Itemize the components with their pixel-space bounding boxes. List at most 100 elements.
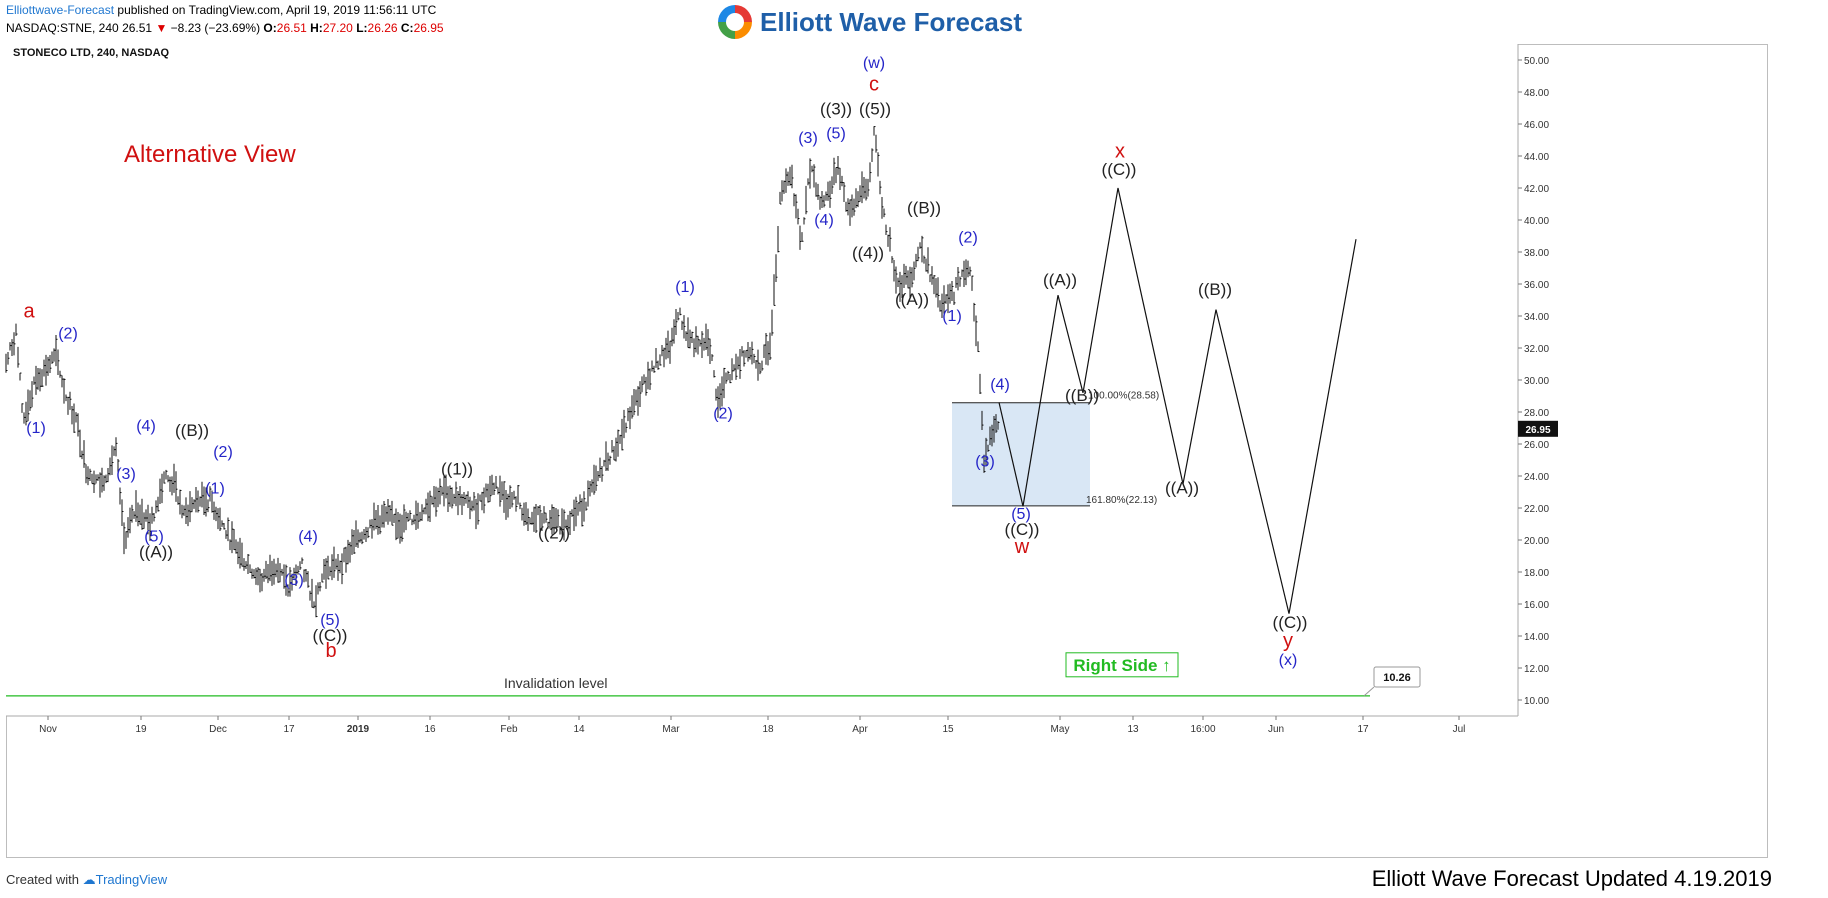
time-axis-label: 16:00: [1190, 724, 1215, 735]
wave-label: (3): [116, 466, 136, 483]
price-axis-label: 44.00: [1524, 152, 1549, 163]
wave-label: (w): [863, 55, 885, 72]
wave-label: (3): [798, 130, 818, 147]
symbol-text: NASDAQ:STNE, 240: [6, 21, 119, 35]
time-axis-label: 2019: [347, 724, 370, 735]
wave-label: (2): [58, 325, 78, 342]
close-value: 26.95: [413, 21, 444, 35]
price-axis-label: 38.00: [1524, 248, 1549, 259]
price-axis-label: 18.00: [1524, 568, 1549, 579]
time-axis-label: Dec: [209, 724, 227, 735]
last-price-box: [1518, 420, 1558, 437]
wave-label: (1): [26, 420, 46, 437]
wave-label: (2): [958, 229, 978, 246]
price-axis-label: 48.00: [1524, 88, 1549, 99]
price-bars: [5, 126, 1000, 618]
chart-title: STONECO LTD, 240, NASDAQ: [13, 47, 170, 59]
price-axis-label: 16.00: [1524, 600, 1549, 611]
chart-subtitle: Alternative View: [124, 141, 296, 168]
price-axis-label: 10.00: [1524, 696, 1549, 707]
wave-label: (4): [298, 529, 318, 546]
last-value: 26.51: [122, 21, 153, 35]
price-axis-label: 36.00: [1524, 280, 1549, 291]
wave-labels: a(1)(2)(3)(4)(5)((A))((B))(2)(1)(3)(4)(5…: [23, 55, 1307, 669]
wave-label: w: [1014, 536, 1030, 558]
wave-label: ((B)): [1065, 386, 1099, 405]
wave-label: ((B)): [175, 421, 209, 440]
publisher-line: Elliottwave-Forecast published on Tradin…: [6, 3, 436, 17]
brand-logo-icon: [718, 5, 752, 39]
time-axis-label: 13: [1127, 724, 1139, 735]
wave-label: (4): [990, 377, 1010, 394]
price-axis-label: 42.00: [1524, 184, 1549, 195]
price-axis-label: 50.00: [1524, 56, 1549, 67]
wave-label: ((A)): [895, 290, 929, 309]
price-axis-label: 46.00: [1524, 120, 1549, 131]
wave-label: ((A)): [1043, 271, 1077, 290]
fib-top-label: 100.00%(28.58): [1088, 391, 1159, 402]
wave-label: ((C)): [1005, 520, 1040, 539]
published-text: published on TradingView.com, April 19, …: [117, 3, 437, 17]
time-axis-label: 19: [135, 724, 147, 735]
wave-label: (2): [213, 444, 233, 461]
wave-label: (1): [675, 279, 695, 296]
footer-credit: Created with ☁TradingView: [6, 872, 167, 888]
time-axis-label: 15: [942, 724, 954, 735]
created-with-text: Created with: [6, 872, 79, 887]
price-axis-label: 30.00: [1524, 376, 1549, 387]
wave-label: (4): [136, 418, 156, 435]
price-axis-label: 28.00: [1524, 408, 1549, 419]
invalidation-value-tail: [1363, 686, 1375, 697]
open-value: 26.51: [276, 21, 307, 35]
publisher-link[interactable]: Elliottwave-Forecast: [6, 3, 115, 17]
wave-label: x: [1115, 141, 1125, 163]
price-axis[interactable]: 10.00 12.00 14.00 16.00 18.00 20.00 22.00 24.00…: [1517, 44, 1549, 716]
wave-label: ((B)): [907, 199, 941, 218]
plot-area: [6, 44, 1518, 716]
plot-background: [6, 44, 1518, 716]
invalidation-value-box: [1373, 666, 1421, 688]
price-axis-label: 26.00: [1524, 440, 1549, 451]
invalidation-value-badge: 10.26: [1363, 666, 1421, 697]
tradingview-link[interactable]: TradingView: [95, 872, 168, 887]
invalidation-label: Invalidation level: [504, 675, 608, 691]
wave-label: (4): [814, 212, 834, 229]
invalidation-value-label: 10.26: [1383, 672, 1411, 684]
time-axis-label: Feb: [500, 724, 518, 735]
high-value: 27.20: [322, 21, 353, 35]
time-axis-label: 16: [424, 724, 436, 735]
low-value: 26.26: [367, 21, 398, 35]
low-label: L:: [356, 21, 368, 35]
brand-name: Elliott Wave Forecast: [760, 6, 1022, 37]
wave-label: ((C)): [1273, 613, 1308, 632]
wave-label: (2): [713, 405, 733, 422]
high-label: H:: [310, 21, 323, 35]
down-triangle-icon: ▼: [155, 21, 168, 35]
time-axis-label: 14: [573, 724, 585, 735]
right-side-badge: Right Side ↑: [1065, 652, 1179, 678]
price-axis-label: 12.00: [1524, 664, 1549, 675]
last-price-label: 26.95: [1525, 425, 1550, 436]
projection-line: [998, 187, 1357, 614]
time-axis-label: Jul: [1453, 724, 1466, 735]
price-axis-label: 34.00: [1524, 312, 1549, 323]
wave-label: (5): [1011, 506, 1031, 523]
wave-label: ((C)): [313, 626, 348, 645]
price-axis-label: 22.00: [1524, 504, 1549, 515]
wave-label: a: [23, 301, 35, 323]
wave-label: (5): [320, 612, 340, 629]
fib-box: [952, 402, 1090, 506]
time-axis[interactable]: Nov 19 Dec 17 2019 16 Feb 14 Mar 18 Apr 15 May 13 16:0…: [6, 715, 1518, 735]
time-axis-label: Jun: [1268, 724, 1284, 735]
wave-label: (3): [975, 453, 995, 470]
price-axis-label: 20.00: [1524, 536, 1549, 547]
fib-bottom-label: 161.80%(22.13): [1086, 495, 1157, 506]
wave-label: c: [869, 73, 879, 95]
brand: Elliott Wave Forecast: [718, 4, 1022, 40]
last-price-badge: 26.95: [1518, 420, 1558, 437]
wave-label: (x): [1279, 652, 1298, 669]
tradingview-logo-icon: ☁: [82, 872, 96, 887]
symbol-line: NASDAQ:STNE, 240 26.51 ▼ −8.23 (−23.69%)…: [6, 21, 444, 35]
